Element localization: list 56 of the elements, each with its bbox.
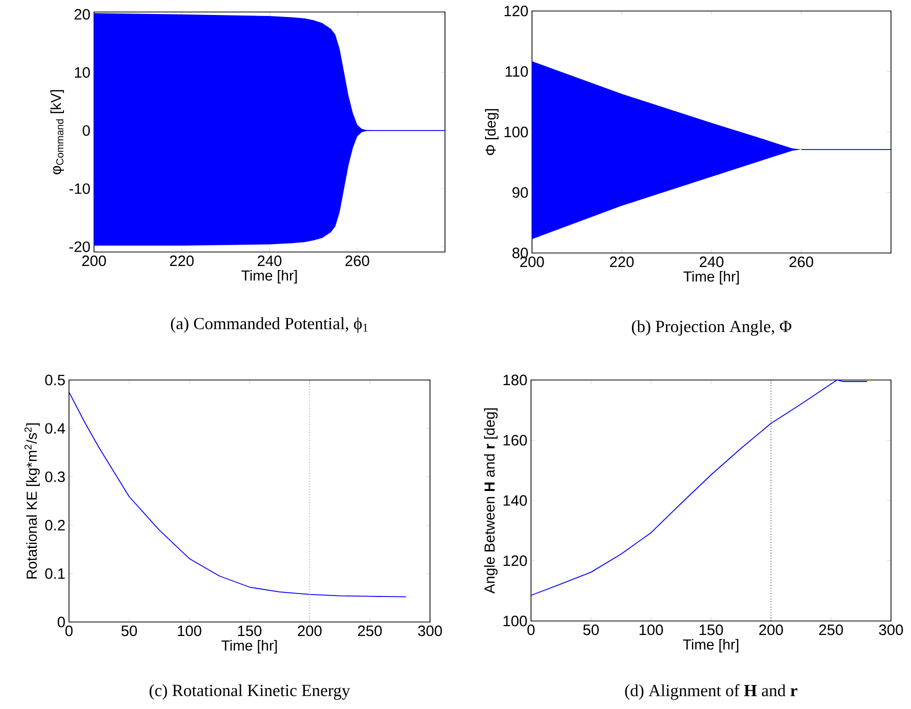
x-tick-label: 250 bbox=[358, 626, 382, 636]
y-tick-label: 120 bbox=[504, 6, 528, 16]
y-tick-label: 180 bbox=[504, 374, 527, 386]
y-tick-label: -20 bbox=[69, 241, 90, 252]
x-tick-label: 100 bbox=[178, 626, 202, 636]
x-tick-label: 0 bbox=[527, 624, 535, 636]
y-tick-label: 140 bbox=[504, 495, 527, 506]
y-tick-label: 0.5 bbox=[45, 374, 65, 386]
x-tick-label: 200 bbox=[520, 256, 544, 268]
y-tick-label: 0.1 bbox=[45, 568, 65, 579]
y-tick-label: 10 bbox=[74, 67, 90, 78]
text: (c) Rotational Kinetic Energy bbox=[150, 684, 350, 700]
text: (d) Alignment of H and r bbox=[625, 684, 798, 700]
x-tick-label: 100 bbox=[640, 624, 663, 636]
x-tick-label: 220 bbox=[170, 256, 194, 266]
y-tick-label: 0.2 bbox=[45, 520, 65, 530]
y-tick-label: -10 bbox=[69, 183, 90, 194]
y-tick-label: 120 bbox=[504, 555, 527, 566]
x-tick-label: 260 bbox=[345, 256, 370, 266]
x-tick-label: 200 bbox=[298, 626, 322, 636]
y-tick-label: 0 bbox=[82, 125, 90, 136]
x-axis-title: Time [hr] bbox=[242, 270, 297, 284]
y-tick-label: 100 bbox=[504, 616, 527, 626]
text: (b) Projection Angle, Φ bbox=[632, 320, 792, 336]
x-tick-label: 50 bbox=[583, 624, 599, 636]
y-axis-title: Φ [deg] bbox=[485, 109, 499, 156]
line-series bbox=[68, 392, 406, 598]
y-tick-label: 0.3 bbox=[45, 471, 65, 482]
x-tick-label: 200 bbox=[759, 624, 783, 636]
y-tick-label: 110 bbox=[506, 66, 528, 77]
x-tick-label: 300 bbox=[879, 624, 903, 636]
y-tick-label: 20 bbox=[74, 9, 90, 20]
x-tick-label: 50 bbox=[121, 626, 137, 636]
y-tick-label: 90 bbox=[512, 187, 528, 198]
text: (a) Commanded Potential, ϕ$_{1}$ bbox=[170, 317, 368, 333]
x-axis-title: Time [hr] bbox=[684, 271, 739, 285]
y-tick-label: 160 bbox=[504, 434, 527, 446]
y-axis-title: φ$_{Command}$ [kV] bbox=[50, 90, 64, 174]
x-tick-label: 240 bbox=[258, 256, 282, 266]
x-tick-label: 150 bbox=[700, 624, 723, 636]
x-tick-label: 150 bbox=[238, 626, 262, 636]
y-axis-title: Rotational KE [kg*m$^{2}$/s$^{2}$] bbox=[24, 423, 40, 578]
x-tick-label: 250 bbox=[819, 624, 843, 636]
x-tick-label: 260 bbox=[789, 256, 814, 268]
y-tick-label: 80 bbox=[512, 248, 528, 258]
x-tick-label: 200 bbox=[82, 256, 106, 266]
x-axis-title: Time [hr] bbox=[222, 640, 277, 654]
line-series bbox=[530, 380, 868, 596]
y-tick-label: 100 bbox=[504, 126, 528, 138]
x-tick-label: 240 bbox=[700, 256, 724, 268]
x-tick-label: 300 bbox=[418, 626, 442, 636]
y-tick-label: 0 bbox=[58, 616, 65, 628]
y-tick-label: 0.4 bbox=[45, 423, 66, 434]
y-axis-title: Angle Between H and r [deg] bbox=[484, 408, 498, 594]
x-tick-label: 220 bbox=[610, 256, 634, 268]
x-axis-title: Time [hr] bbox=[683, 639, 738, 653]
